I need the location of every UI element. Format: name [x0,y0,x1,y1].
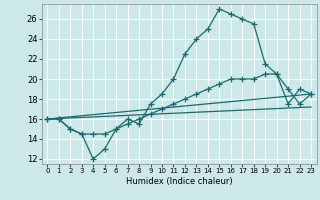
X-axis label: Humidex (Indice chaleur): Humidex (Indice chaleur) [126,177,233,186]
